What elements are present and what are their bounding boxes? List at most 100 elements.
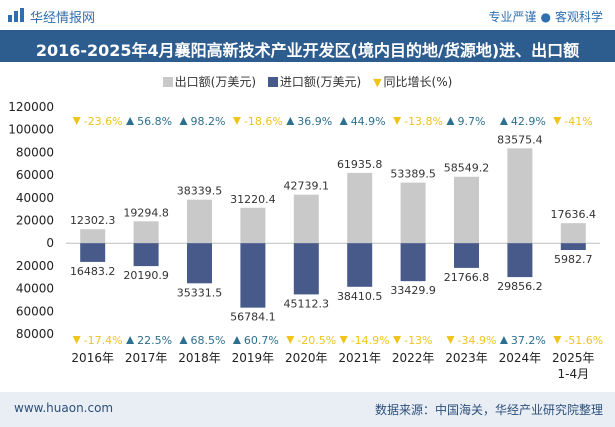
growth-up-triangle-icon — [126, 336, 135, 344]
legend-export-label: 出口额(万美元) — [174, 75, 257, 89]
export-bar — [454, 176, 479, 244]
growth-label: -14.9% — [351, 334, 390, 347]
growth-up-triangle-icon — [339, 117, 348, 125]
legend-import: 进口额(万美元) — [267, 73, 362, 90]
y-tick-label: 0 — [46, 236, 54, 250]
growth-label: 56.8% — [137, 115, 172, 128]
growth-down-triangle-icon — [286, 336, 295, 344]
export-bar — [400, 182, 426, 244]
legend-export-swatch — [162, 77, 173, 87]
growth-label: -23.6% — [84, 115, 123, 128]
growth-label: -13% — [404, 334, 432, 347]
import-bar — [187, 243, 212, 284]
legend-import-swatch — [267, 77, 278, 87]
growth-up-triangle-icon — [126, 117, 135, 125]
y-tick-label: 20000 — [16, 214, 54, 228]
growth-up-triangle-icon — [179, 117, 188, 125]
growth-down-triangle-icon — [339, 336, 348, 344]
export-bar — [560, 223, 586, 244]
growth-label: 98.2% — [191, 115, 226, 128]
growth-label: -13.8% — [404, 115, 443, 128]
growth-label: 37.2% — [511, 334, 546, 347]
growth-down-triangle-icon — [232, 117, 241, 125]
import-value-label: 38410.5 — [337, 290, 383, 303]
growth-down-triangle-icon — [393, 336, 402, 344]
growth-label: 42.9% — [511, 115, 546, 128]
x-tick-label: 2018年 — [178, 351, 221, 365]
footer-bar — [0, 392, 615, 427]
export-value-label: 17636.4 — [551, 208, 597, 221]
x-tick-label: 2024年 — [499, 351, 542, 365]
tagline-left: 专业严谨 — [488, 10, 537, 24]
logo-icon — [8, 8, 24, 22]
growth-down-triangle-icon — [72, 336, 81, 344]
legend-growth-triangle-icon: ▼ — [373, 76, 382, 89]
import-bar — [293, 243, 319, 295]
growth-label: 36.9% — [297, 115, 332, 128]
import-value-label: 21766.8 — [444, 271, 490, 284]
x-tick-label: 2025年 — [552, 351, 595, 365]
footer-source: 数据来源：中国海关，华经产业研究院整理 — [374, 403, 603, 417]
growth-up-triangle-icon — [499, 117, 508, 125]
import-value-label: 45112.3 — [284, 297, 330, 310]
import-bar — [133, 243, 159, 267]
tagline: 专业严谨 ● 客观科学 — [488, 8, 603, 25]
x-tick-label: 2023年 — [445, 351, 488, 365]
export-value-label: 42739.1 — [284, 180, 330, 193]
import-value-label: 16483.2 — [70, 265, 116, 278]
legend-growth: ▼ 同比增长(%) — [373, 73, 452, 90]
growth-down-triangle-icon — [553, 117, 562, 125]
export-value-label: 53389.5 — [390, 168, 436, 181]
growth-down-triangle-icon — [446, 336, 455, 344]
import-value-label: 56784.1 — [230, 311, 276, 324]
growth-label: -34.9% — [458, 334, 497, 347]
x-tick-label: 2020年 — [285, 351, 328, 365]
x-tick-label: 2022年 — [392, 351, 435, 365]
tagline-separator: ● — [540, 10, 551, 24]
chart-title: 2016-2025年4月襄阳高新技术产业开发区(境内目的地/货源地)进、出口额 — [35, 41, 580, 60]
growth-label: 22.5% — [137, 334, 172, 347]
legend-export: 出口额(万美元) — [162, 73, 257, 90]
export-bar — [80, 229, 106, 244]
x-tick-label: 2019年 — [232, 351, 275, 365]
export-bar — [293, 194, 319, 244]
y-tick-label: 80000 — [16, 145, 54, 159]
growth-label: -41% — [564, 115, 592, 128]
x-tick-label: 1-4月 — [557, 367, 589, 381]
import-value-label: 29856.2 — [497, 280, 543, 293]
top-bar: 华经情报网 专业严谨 ● 客观科学 — [0, 0, 615, 30]
legend-growth-label: 同比增长(%) — [383, 75, 453, 89]
growth-label: 9.7% — [458, 115, 486, 128]
growth-label: 60.7% — [244, 334, 279, 347]
growth-up-triangle-icon — [179, 336, 188, 344]
growth-up-triangle-icon — [232, 336, 241, 344]
import-bar — [507, 243, 533, 278]
export-value-label: 19294.8 — [123, 206, 169, 219]
growth-label: 44.9% — [351, 115, 386, 128]
growth-label: 68.5% — [191, 334, 226, 347]
import-bar — [560, 243, 586, 250]
y-tick-label: 20000 — [16, 259, 54, 273]
growth-down-triangle-icon — [393, 117, 402, 125]
import-bar — [80, 243, 106, 262]
chart-area: 120000 100000 80000 60000 40000 20000 0 20000 40… — [8, 100, 603, 381]
import-bar — [347, 243, 373, 287]
export-bar — [187, 199, 212, 244]
import-value-label: 5982.7 — [554, 253, 593, 266]
title-bar — [0, 30, 615, 62]
export-bar — [347, 172, 373, 244]
x-tick-label: 2021年 — [338, 351, 381, 365]
export-bar — [240, 207, 266, 244]
growth-label: -20.5% — [297, 334, 336, 347]
growth-down-triangle-icon — [72, 117, 81, 125]
brand-name: 华经情报网 — [30, 11, 96, 26]
import-bar — [400, 243, 426, 282]
import-value-label: 20190.9 — [123, 269, 169, 282]
y-tick-label: 80000 — [16, 327, 54, 341]
export-value-label: 83575.4 — [497, 133, 543, 146]
import-value-label: 33429.9 — [390, 284, 436, 297]
growth-down-triangle-icon — [553, 336, 562, 344]
legend-import-label: 进口额(万美元) — [279, 75, 362, 89]
export-bar — [507, 148, 533, 244]
growth-up-triangle-icon — [446, 117, 455, 125]
